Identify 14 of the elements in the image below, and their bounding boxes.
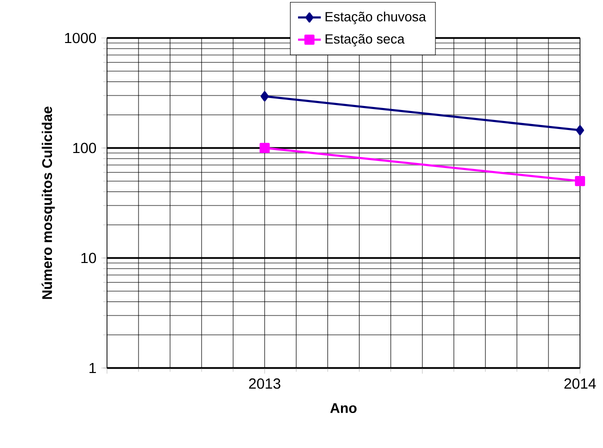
y-tick-label: 1000 — [65, 32, 96, 44]
point — [260, 142, 270, 154]
point — [576, 125, 584, 136]
x-tick-label: 2014 — [564, 378, 596, 389]
y-tick-label: 1 — [90, 362, 96, 374]
y-tick-label: 100 — [73, 142, 96, 154]
point — [574, 176, 586, 186]
legend-label: Estação chuvosa — [326, 12, 426, 24]
point — [260, 91, 269, 102]
y-axis-title: Número mosquitos Culicidae — [42, 106, 55, 299]
y-tick-label: 10 — [81, 252, 96, 264]
legend-label: Estação seca — [326, 34, 405, 46]
x-tick-label: 2013 — [249, 378, 280, 389]
x-axis-title: Ano — [330, 403, 357, 414]
